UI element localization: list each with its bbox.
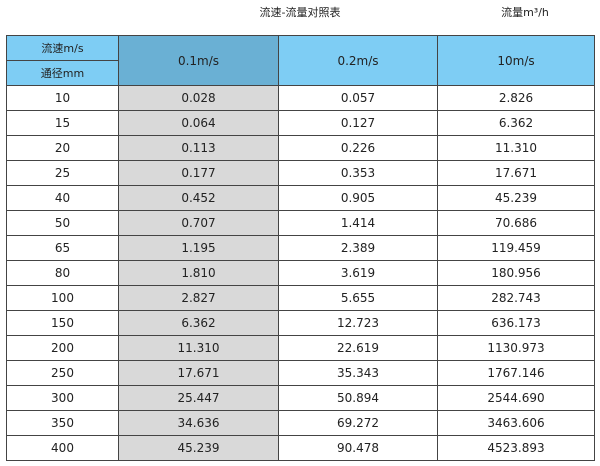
flow-cell: 0.028 (118, 85, 279, 111)
flow-cell: 2.827 (118, 285, 279, 311)
diameter-cell: 150 (6, 310, 119, 336)
flow-cell: 1767.146 (437, 360, 595, 386)
flow-cell: 17.671 (118, 360, 279, 386)
diameter-cell: 65 (6, 235, 119, 261)
flow-cell: 34.636 (118, 410, 279, 436)
table-row: 20 0.113 0.226 11.310 (6, 135, 595, 161)
flow-cell: 0.057 (278, 85, 438, 111)
table-row: 50 0.707 1.414 70.686 (6, 210, 595, 236)
flow-cell: 0.905 (278, 185, 438, 211)
flow-cell: 70.686 (437, 210, 595, 236)
diameter-cell: 25 (6, 160, 119, 186)
diameter-cell: 200 (6, 335, 119, 361)
velocity-header: 流速m/s (6, 35, 119, 61)
flow-cell: 22.619 (278, 335, 438, 361)
flow-cell: 1.195 (118, 235, 279, 261)
table-row: 400 45.239 90.478 4523.893 (6, 435, 595, 461)
flow-cell: 12.723 (278, 310, 438, 336)
table-body: 10 0.028 0.057 2.826 15 0.064 0.127 6.362 20 0.11… (6, 85, 595, 461)
table-row: 65 1.195 2.389 119.459 (6, 235, 595, 261)
diameter-header: 通径mm (6, 60, 119, 86)
flow-cell: 45.239 (118, 435, 279, 461)
flow-cell: 2.389 (278, 235, 438, 261)
table-row: 200 11.310 22.619 1130.973 (6, 335, 595, 361)
flow-cell: 0.707 (118, 210, 279, 236)
diameter-cell: 50 (6, 210, 119, 236)
diameter-cell: 80 (6, 260, 119, 286)
velocity-flow-table: 流速m/s 0.1m/s 0.2m/s 10m/s 通径mm 10 0.028 0.… (6, 35, 595, 461)
flow-cell: 69.272 (278, 410, 438, 436)
flow-cell: 45.239 (437, 185, 595, 211)
flow-cell: 0.113 (118, 135, 279, 161)
diameter-cell: 20 (6, 135, 119, 161)
diameter-cell: 100 (6, 285, 119, 311)
flow-cell: 2.826 (437, 85, 595, 111)
flow-cell: 0.226 (278, 135, 438, 161)
unit-label: 流量m³/h (501, 6, 549, 19)
flow-cell: 1.414 (278, 210, 438, 236)
table-row: 15 0.064 0.127 6.362 (6, 110, 595, 136)
flow-cell: 0.452 (118, 185, 279, 211)
column-header-0.2: 0.2m/s (278, 35, 438, 86)
flow-cell: 0.064 (118, 110, 279, 136)
table-row: 300 25.447 50.894 2544.690 (6, 385, 595, 411)
flow-cell: 11.310 (118, 335, 279, 361)
flow-cell: 3.619 (278, 260, 438, 286)
diameter-cell: 300 (6, 385, 119, 411)
table-row: 150 6.362 12.723 636.173 (6, 310, 595, 336)
diameter-cell: 250 (6, 360, 119, 386)
table-row: 10 0.028 0.057 2.826 (6, 85, 595, 111)
flow-cell: 6.362 (437, 110, 595, 136)
flow-cell: 6.362 (118, 310, 279, 336)
flow-cell: 1130.973 (437, 335, 595, 361)
flow-cell: 0.127 (278, 110, 438, 136)
diameter-cell: 15 (6, 110, 119, 136)
diameter-cell: 40 (6, 185, 119, 211)
flow-cell: 25.447 (118, 385, 279, 411)
flow-cell: 0.177 (118, 160, 279, 186)
table-row: 40 0.452 0.905 45.239 (6, 185, 595, 211)
flow-cell: 180.956 (437, 260, 595, 286)
table-row: 350 34.636 69.272 3463.606 (6, 410, 595, 436)
table-row: 250 17.671 35.343 1767.146 (6, 360, 595, 386)
flow-cell: 4523.893 (437, 435, 595, 461)
flow-cell: 282.743 (437, 285, 595, 311)
table-row: 25 0.177 0.353 17.671 (6, 160, 595, 186)
diameter-cell: 350 (6, 410, 119, 436)
flow-cell: 1.810 (118, 260, 279, 286)
table-row: 80 1.810 3.619 180.956 (6, 260, 595, 286)
diameter-cell: 400 (6, 435, 119, 461)
column-header-10: 10m/s (437, 35, 595, 86)
table-title: 流速-流量对照表 (259, 6, 341, 19)
flow-cell: 11.310 (437, 135, 595, 161)
flow-cell: 0.353 (278, 160, 438, 186)
column-header-0.1: 0.1m/s (118, 35, 279, 86)
flow-cell: 35.343 (278, 360, 438, 386)
flow-cell: 90.478 (278, 435, 438, 461)
flow-cell: 2544.690 (437, 385, 595, 411)
flow-cell: 17.671 (437, 160, 595, 186)
table-row: 100 2.827 5.655 282.743 (6, 285, 595, 311)
diameter-cell: 10 (6, 85, 119, 111)
flow-cell: 636.173 (437, 310, 595, 336)
flow-cell: 50.894 (278, 385, 438, 411)
flow-cell: 3463.606 (437, 410, 595, 436)
flow-cell: 119.459 (437, 235, 595, 261)
flow-cell: 5.655 (278, 285, 438, 311)
